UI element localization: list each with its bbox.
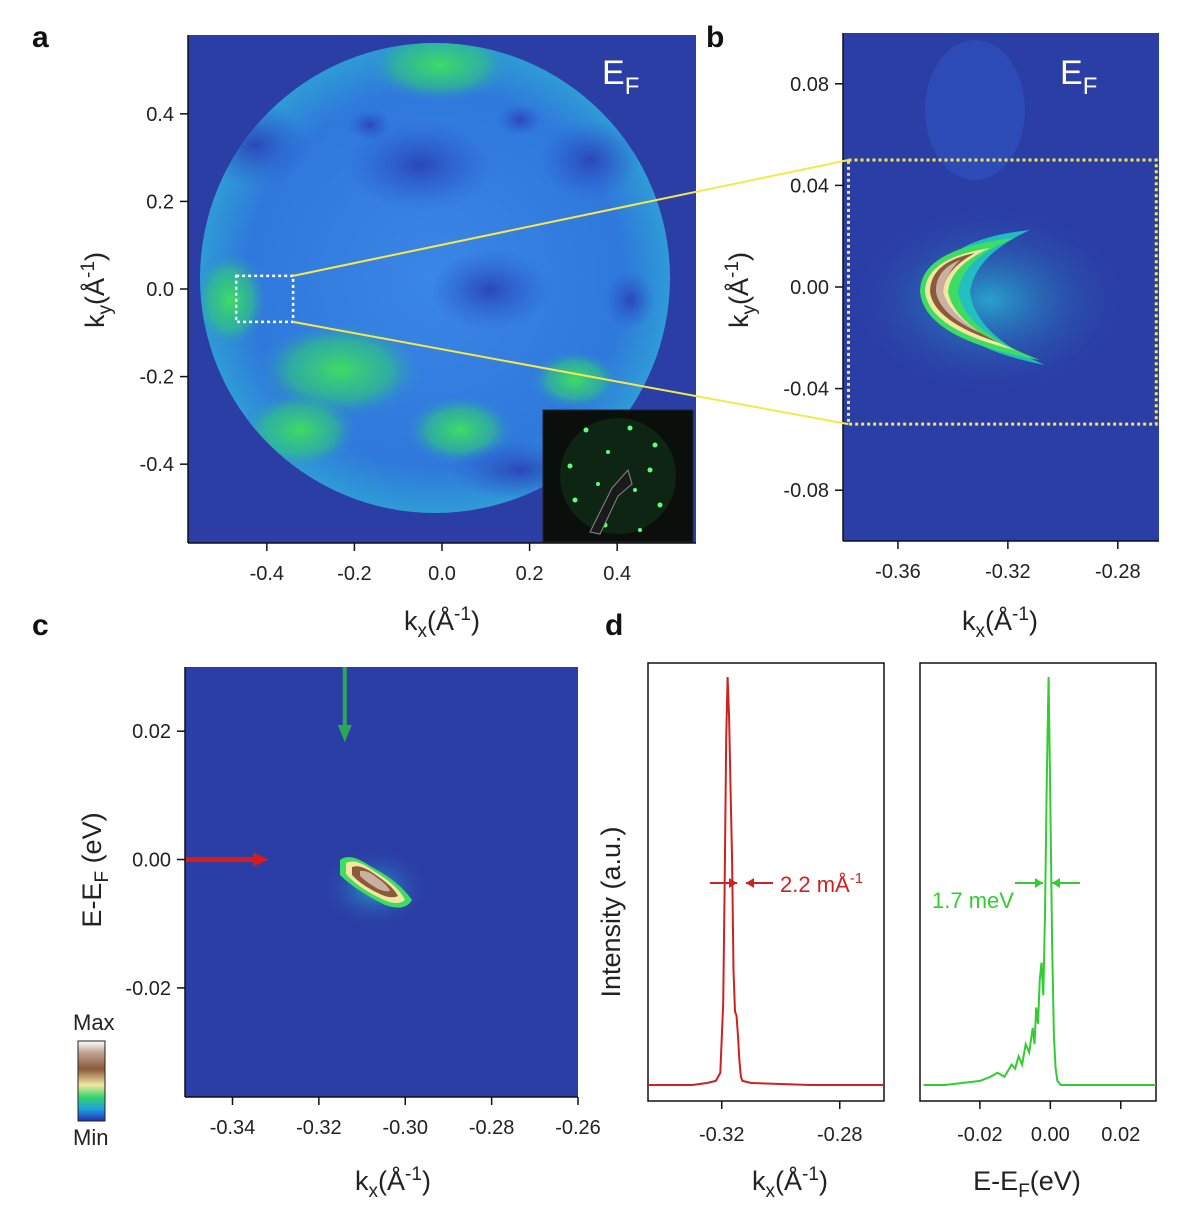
panel-a-x-tick-label: 0.2 [516,563,544,585]
panel-b-y-tick-label: 0.08 [790,74,829,96]
svg-text:EF: EF [1060,54,1097,100]
panel-b-x-label: kx(Å-1) [962,604,1038,642]
panel-d-right-x-label: E-EF(eV) [973,1166,1081,1202]
panel-d-left-x-tick-label: -0.32 [699,1124,745,1146]
panel-a-x-tick-label: 0.4 [603,563,631,585]
panel-b-x-tick-label: -0.36 [875,561,921,583]
panel-a-x-tick-label: -0.2 [337,563,371,585]
panel-b-y-tick-label: 0.00 [790,277,829,299]
panel-c-letter: c [32,609,49,642]
panel-c-axes: -0.34 -0.32 -0.30 -0.28 -0.26 0.02 0.00 -0.02 [125,667,601,1139]
panel-a: a [32,21,696,642]
edc-width-label: 1.7 meV [932,888,1014,913]
panel-c-x-tick-label: -0.30 [382,1117,428,1139]
panel-c-y-tick-label: -0.02 [125,978,171,1000]
panel-c-x-tick-label: -0.32 [296,1117,342,1139]
panel-d-letter: d [605,609,623,642]
panel-c-arrows [185,667,352,867]
panel-b-y-tick-label: -0.04 [783,379,829,401]
panel-b: b EF -0.36 -0.32 -0.280.080.040.00-0.04-0.… [706,21,1159,642]
panel-c-y-tick-label: 0.02 [132,721,171,743]
fermi-surface-features [200,43,655,500]
panel-d-y-label: Intensity (a.u.) [596,826,626,997]
zoom-connector-lines [292,159,849,426]
panel-a-y-tick-label: 0.0 [146,279,174,301]
edc-width-annotation: 1.7 meV [932,878,1080,913]
panel-d-right-series-line [923,676,1156,1086]
panel-a-y-label: ky(Å-1) [78,252,116,328]
colorbar-min-label: Min [73,1125,108,1150]
panel-a-x-tick-label: 0.0 [428,563,456,585]
svg-text:EF: EF [602,54,639,100]
panel-d-right-x-tick-label: 0.02 [1101,1124,1140,1146]
panel-a-y-tick-label: -0.4 [140,454,174,476]
panel-a-x-label: kx(Å-1) [404,604,480,642]
panel-b-letter: b [706,21,724,54]
panel-b-ef-label: EF [1060,54,1097,100]
zoom-connector-top [292,159,849,277]
panel-c-band-feature [320,848,430,928]
panel-d-left-x-label: kx(Å-1) [752,1164,828,1202]
mdc-width-label: 2.2 mÅ-1 [780,870,863,897]
panel-b-y-tick-label: -0.08 [783,480,829,502]
panel-b-y-label: ky(Å-1) [722,252,760,328]
panel-d-axes: -0.32 -0.28 -0.02 0.00 0.02 [699,1101,1140,1146]
green-arrow-head [337,725,352,742]
panel-a-y-tick-label: -0.2 [140,367,174,389]
mdc-width-annotation: 2.2 mÅ-1 [710,870,863,897]
panel-c-x-label: kx(Å-1) [355,1164,431,1202]
colorbar: Max Min [73,1010,115,1150]
red-arrow-head [253,852,269,867]
panel-c-x-tick-label: -0.34 [210,1117,256,1139]
panel-c-x-tick-label: -0.28 [469,1117,515,1139]
panel-a-y-tick-label: 0.4 [146,104,174,126]
panel-d-right-x-tick-label: -0.02 [957,1124,1003,1146]
panel-b-y-tick-label: 0.04 [790,175,829,197]
panel-a-y-tick-label: 0.2 [146,191,174,213]
panel-a-letter: a [32,21,49,54]
panel-b-x-tick-label: -0.32 [985,561,1031,583]
panel-c-x-tick-label: -0.26 [555,1117,601,1139]
panel-b-crescent [850,40,1130,395]
panel-d-left-x-tick-label: -0.28 [817,1124,863,1146]
panel-b-zoom-box [846,158,1158,426]
panel-d-right-x-tick-label: 0.00 [1031,1124,1070,1146]
leed-pattern-inset [542,409,694,543]
panel-d: d Intensity (a.u.) -0.32 -0.28 -0.02 0.00 0.… [596,609,1157,1202]
panel-d-left-series-line [648,676,884,1086]
zoom-connector-bottom [292,320,849,426]
colorbar-gradient [77,1040,106,1122]
panel-b-x-tick-label: -0.28 [1095,561,1141,583]
panel-c-y-label: E-EF (eV) [77,812,113,927]
panel-a-axes: -0.4 -0.2 0.0 0.2 0.4 0.4 0.2 0.0 -0.2 -0.4 [140,35,696,585]
panel-c: c -0.34 -0.32 -0.30 -0.28 -0.26 0.02 0.00 -0.02… [32,609,601,1202]
panel-a-zoom-box [234,274,295,324]
panel-a-ef-label: EF [602,54,639,100]
colorbar-max-label: Max [73,1010,115,1035]
panel-c-y-tick-label: 0.00 [132,850,171,872]
panel-d-lines [648,676,1156,1086]
panel-a-x-tick-label: -0.4 [250,563,284,585]
panel-b-axes: -0.36 -0.32 -0.28 0.08 0.04 0.00 -0.04 -0.08 [783,33,1159,583]
